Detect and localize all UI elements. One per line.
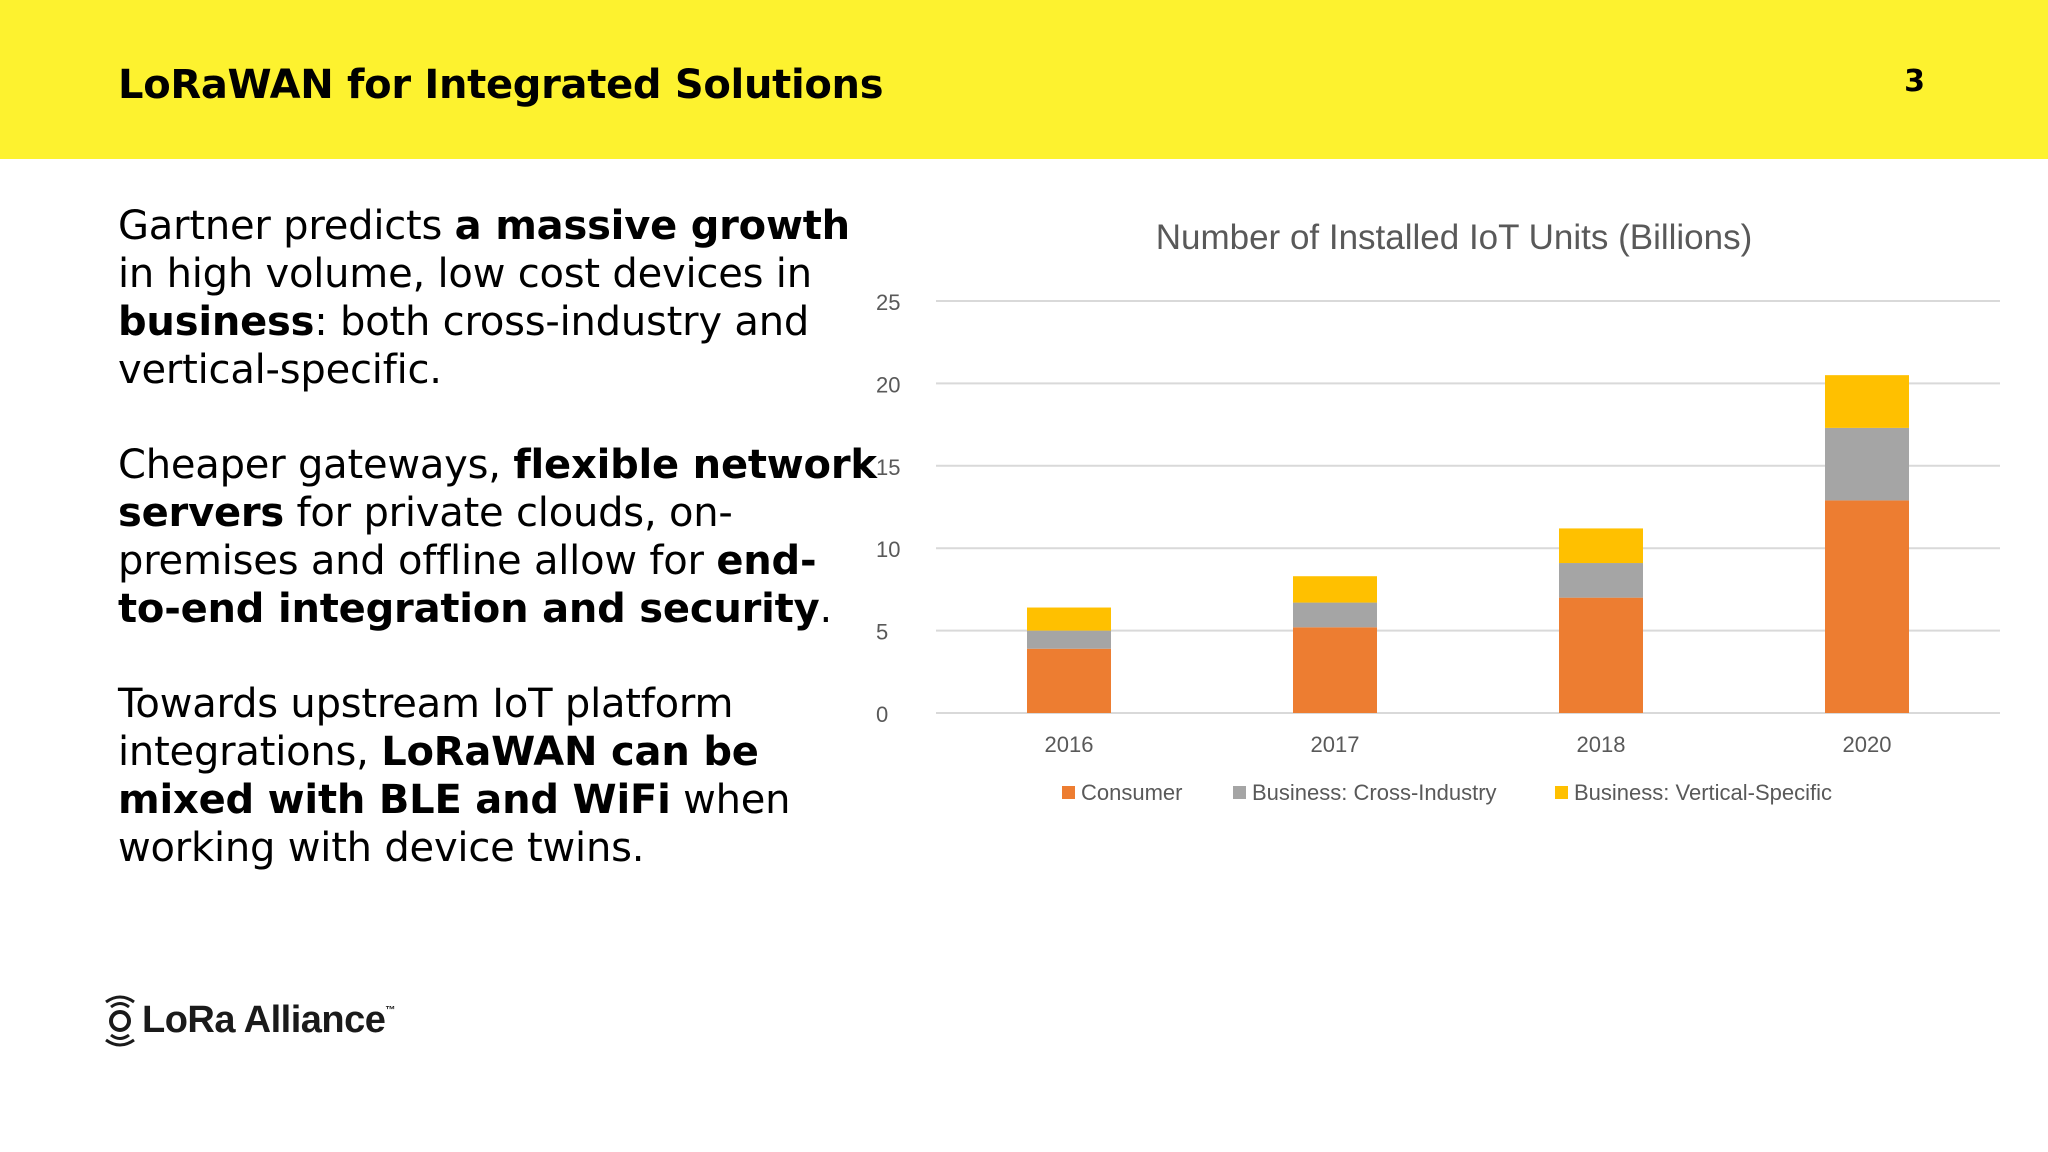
legend-swatch: [1062, 786, 1075, 799]
y-tick-label: 10: [876, 537, 900, 562]
bar-segment: [1027, 607, 1111, 631]
bar-segment: [1559, 528, 1643, 564]
legend-label: Business: Cross-Industry: [1252, 780, 1497, 805]
p2-bold-a: flexible network servers: [118, 442, 877, 536]
lora-alliance-logo: LoRa Alliance™: [98, 990, 395, 1050]
p3-bold-a: LoRaWAN can be mixed with BLE and WiFi: [118, 729, 759, 823]
p1-text-a: Gartner predicts: [118, 203, 455, 249]
paragraph-growth: Gartner predicts a massive growth in hig…: [118, 202, 878, 394]
bar-segment: [1293, 602, 1377, 628]
chart-title: Number of Installed IoT Units (Billions): [1155, 218, 1753, 257]
bar-segment: [1825, 375, 1909, 428]
logo-text: LoRa Alliance™: [142, 999, 395, 1042]
p2-bold-b: end-to-end integration and security: [118, 538, 820, 632]
bar-segment: [1559, 563, 1643, 598]
x-tick-label: 2016: [1045, 732, 1094, 757]
bar-segment: [1293, 576, 1377, 603]
header-bar: [0, 0, 2048, 159]
paragraph-gateways: Cheaper gateways, flexible network serve…: [118, 441, 878, 633]
chart-svg: 0 5 10 15 20 25 2016 2017 2018 2020 Consumer Busine…: [876, 290, 2000, 805]
legend-label: Business: Vertical-Specific: [1574, 780, 1832, 805]
body-text: Gartner predicts a massive growth in hig…: [118, 202, 878, 919]
logo-wordmark: LoRa Alliance: [142, 998, 386, 1041]
p3-text-b: when working with device twins.: [118, 777, 791, 871]
y-tick-label: 20: [876, 372, 900, 397]
p1-text-b: in high volume, low cost devices in: [118, 251, 812, 297]
bar-segment: [1825, 500, 1909, 713]
p1-text-c: : both cross-industry and vertical-speci…: [118, 299, 810, 393]
p1-bold-b: business: [118, 299, 315, 345]
y-tick-label: 25: [876, 290, 900, 315]
p2-text-b: for private clouds, on-premises and offl…: [118, 490, 733, 584]
legend-swatch: [1555, 786, 1568, 799]
y-tick-label: 0: [876, 702, 888, 727]
x-tick-label: 2020: [1843, 732, 1892, 757]
p3-text-a: Towards upstream IoT platform integratio…: [118, 681, 734, 775]
p1-bold-a: a massive growth: [454, 203, 850, 249]
p2-text-c: .: [819, 586, 832, 632]
page-number: 3: [1904, 64, 1925, 99]
bar-segment: [1027, 648, 1111, 713]
bar-segment: [1027, 630, 1111, 649]
legend-label: Consumer: [1081, 780, 1182, 805]
logo-trademark: ™: [385, 1004, 395, 1016]
bar-segment: [1293, 627, 1377, 713]
y-tick-label: 15: [876, 455, 900, 480]
chart: Number of Installed IoT Units (Billions)…: [860, 200, 2048, 840]
bar-segment: [1825, 427, 1909, 501]
legend-swatch: [1233, 786, 1246, 799]
x-tick-label: 2017: [1311, 732, 1360, 757]
y-tick-label: 5: [876, 620, 888, 645]
p2-text-a: Cheaper gateways,: [118, 442, 514, 488]
slide-title: LoRaWAN for Integrated Solutions: [118, 62, 884, 108]
x-tick-label: 2018: [1577, 732, 1626, 757]
lora-signal-icon: [105, 995, 135, 1047]
paragraph-integrations: Towards upstream IoT platform integratio…: [118, 680, 878, 872]
bar-segment: [1559, 597, 1643, 713]
